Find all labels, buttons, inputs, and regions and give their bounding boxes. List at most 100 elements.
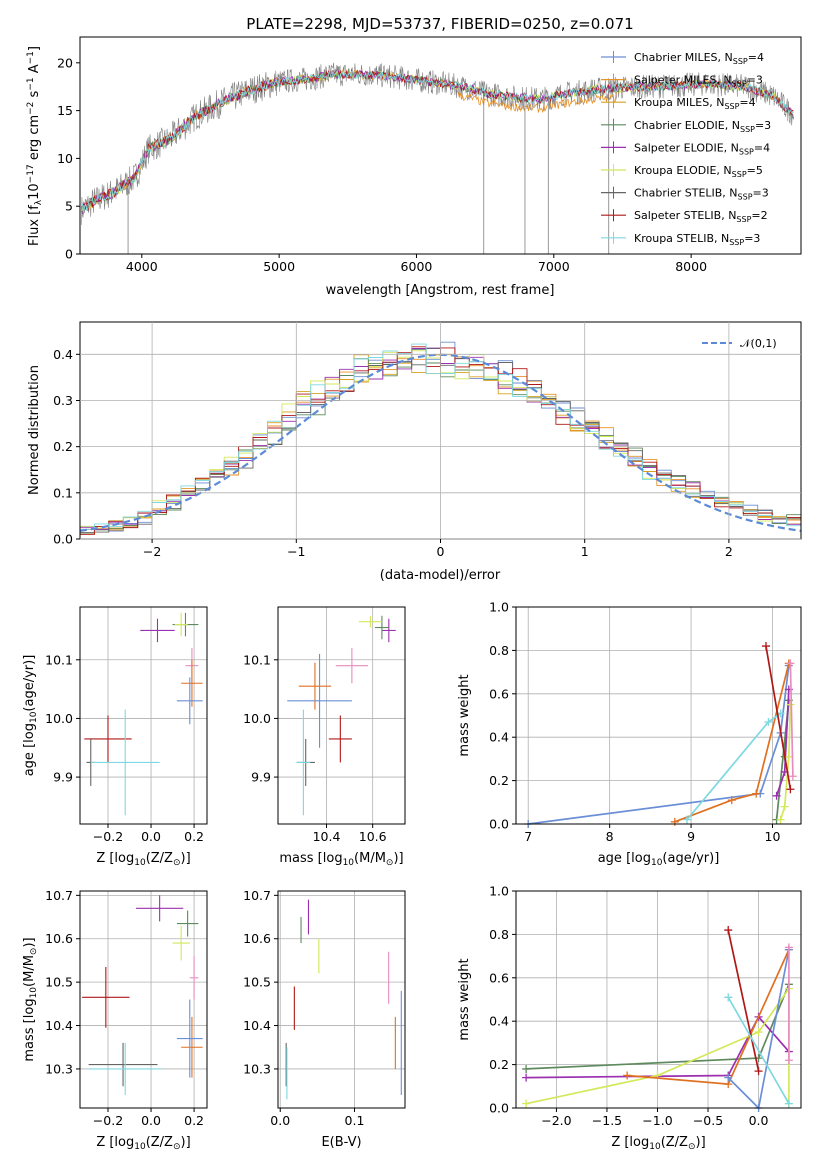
weight-age-x-tick-label: 7 <box>524 829 532 844</box>
age-vs-mass-panel: 10.4 10.6 9.9 10.0 10.1 mass [log10(M/M⊙)] <box>243 606 406 868</box>
weight-z-axes-frame <box>515 890 802 1109</box>
mass-ebv-x-tick-label: 0.1 <box>345 1113 365 1128</box>
weight-age-marker-kroupa_elodie <box>780 802 789 811</box>
age-z-y-tick-label: 10.1 <box>45 652 73 667</box>
spectrum-line-salpeter_elodie <box>81 68 794 214</box>
legend-entry: Chabrier MILES, NSSP=4 <box>634 51 764 66</box>
legend-entry: Salpeter ELODIE, NSSP=4 <box>634 141 770 156</box>
histogram-ticks: −2 −1 0 1 2 0.0 0.1 0.2 0.3 0.4 <box>53 322 801 559</box>
mass-z-points <box>82 895 203 1095</box>
weight-z-y-tick-label: 0.2 <box>489 1057 509 1072</box>
mass-z-y-tick-label: 10.6 <box>45 931 73 946</box>
histogram-y-tick-label: 0.3 <box>53 393 73 408</box>
legend-entry: Chabrier STELIB, NSSP=3 <box>634 187 769 202</box>
mass-vs-metallicity-panel: −0.2 0.0 0.2 10.3 10.4 10.5 10.6 10.7 Z [log10(Z… <box>22 888 208 1152</box>
spectrum-line-kroupa_stelib <box>81 69 794 213</box>
weight-age-marker-orange <box>727 796 736 805</box>
weight-z-x-tick-label: −1.0 <box>642 1113 672 1128</box>
age-z-x-label: Z [log10(Z/Z⊙)] <box>96 851 190 868</box>
mass-z-y-label: mass [log10(M/M⊙)] <box>22 937 39 1061</box>
mass-ebv-y-tick-label: 10.4 <box>243 1018 271 1033</box>
histogram-y-tick-label: 0.1 <box>53 485 73 500</box>
weight-age-marker-pink <box>786 659 795 668</box>
age-mass-points <box>287 615 396 816</box>
weight-z-line-kroupa_stelib <box>727 996 790 1105</box>
spectrum-ticks: 4000 5000 6000 7000 8000 0 5 10 15 20 <box>57 55 707 274</box>
age-z-gridlines <box>80 607 207 824</box>
spectrum-panel: PLATE=2298, MJD=53737, FIBERID=0250, z=0… <box>26 15 802 298</box>
spectrum-x-tick-label: 5000 <box>263 259 295 274</box>
age-z-x-tick-label: −0.2 <box>93 829 123 844</box>
weight-age-line-orange <box>674 663 790 823</box>
histogram-y-tick-label: 0.4 <box>53 347 73 362</box>
weight-vs-metallicity-panel: −2.0 −1.5 −1.0 −0.5 0.0 0.0 0.2 0.4 0.6 0.8 1.0 Z [… <box>457 884 802 1152</box>
weight-z-y-tick-label: 0.4 <box>489 1014 509 1029</box>
weight-z-marker-salpeter_stelib <box>754 1067 763 1076</box>
mass-z-x-tick-label: 0.2 <box>184 1113 204 1128</box>
age-mass-ticks: 10.4 10.6 9.9 10.0 10.1 <box>243 607 405 844</box>
histogram-x-tick-label: 0 <box>437 544 445 559</box>
mass-z-y-tick-label: 10.3 <box>45 1061 73 1076</box>
weight-age-marker-orange <box>670 817 679 826</box>
age-vs-metallicity-panel: −0.2 0.0 0.2 9.9 10.0 10.1 Z [log10(Z/Z⊙)] age … <box>22 606 208 868</box>
weight-z-y-tick-label: 0.6 <box>489 970 509 985</box>
histogram-x-tick-label: −2 <box>143 544 161 559</box>
legend-entry: Chabrier ELODIE, NSSP=3 <box>634 119 771 134</box>
spectrum-y-tick-label: 0 <box>65 247 73 262</box>
weight-z-marker-chabrier_miles <box>724 1073 733 1082</box>
weight-age-line-kroupa_elodie <box>779 704 792 820</box>
histogram-x-tick-label: −1 <box>287 544 305 559</box>
weight-age-marker-salpeter_stelib <box>761 642 770 651</box>
spectrum-axes-frame <box>79 36 802 255</box>
spectrum-lines <box>81 62 795 254</box>
age-mass-x-label: mass [log10(M/M⊙)] <box>279 851 403 868</box>
weight-z-x-tick-label: −2.0 <box>541 1113 571 1128</box>
mass-ebv-axes-frame <box>277 890 406 1109</box>
histogram-x-tick-label: 2 <box>725 544 733 559</box>
mass-z-y-tick-label: 10.7 <box>45 888 73 903</box>
spectrum-x-label: wavelength [Angstrom, rest frame] <box>326 283 555 298</box>
weight-age-y-tick-label: 0.0 <box>489 817 509 832</box>
spectrum-y-tick-label: 20 <box>57 55 73 70</box>
mass-z-y-tick-label: 10.4 <box>45 1018 73 1033</box>
mass-z-ticks: −0.2 0.0 0.2 10.3 10.4 10.5 10.6 10.7 <box>45 888 207 1128</box>
weight-age-marker-salpeter_stelib <box>786 785 795 794</box>
age-z-y-tick-label: 9.9 <box>53 770 73 785</box>
mass-ebv-y-tick-label: 10.5 <box>243 975 271 990</box>
mass-ebv-x-tick-label: 0.0 <box>270 1113 290 1128</box>
age-z-x-tick-label: 0.0 <box>141 829 161 844</box>
weight-age-ticks: 7 8 9 10 0.0 0.2 0.4 0.6 0.8 1.0 <box>489 600 801 844</box>
spectrum-x-tick-label: 8000 <box>675 259 707 274</box>
weight-z-y-tick-label: 0.0 <box>489 1101 509 1116</box>
weight-age-line-salpeter_stelib <box>765 645 792 790</box>
weight-age-gridlines <box>516 606 801 825</box>
weight-z-marker-pink <box>784 943 793 952</box>
weight-age-line-chabrier_miles <box>528 665 790 825</box>
age-mass-x-tick-label: 10.4 <box>313 829 341 844</box>
weight-age-x-tick-label: 9 <box>687 829 695 844</box>
weight-z-marker-pink <box>784 1056 793 1065</box>
spectrum-x-tick-label: 7000 <box>538 259 570 274</box>
weight-age-y-tick-label: 1.0 <box>489 600 509 615</box>
weight-age-marker-pink <box>788 772 797 781</box>
age-mass-gridlines <box>278 607 405 824</box>
weight-age-y-tick-label: 0.8 <box>489 643 509 658</box>
weight-z-x-tick-label: −0.5 <box>693 1113 723 1128</box>
spectrum-x-tick-label: 6000 <box>401 259 433 274</box>
weight-age-axes-frame <box>515 606 802 825</box>
age-mass-x-tick-label: 10.6 <box>359 829 387 844</box>
mass-ebv-y-tick-label: 10.7 <box>243 888 271 903</box>
mass-z-axes-frame <box>79 890 208 1109</box>
spectrum-y-tick-label: 15 <box>57 103 73 118</box>
weight-age-y-tick-label: 0.4 <box>489 730 509 745</box>
legend-entry: Salpeter STELIB, NSSP=2 <box>634 209 768 224</box>
legend-entry: Kroupa ELODIE, NSSP=5 <box>634 164 763 179</box>
spectrum-legend: Chabrier MILES, NSSP=4 Salpeter MILES, NS… <box>601 51 771 247</box>
weight-z-x-label: Z [log10(Z/Z⊙)] <box>611 1135 705 1152</box>
age-z-y-tick-label: 10.0 <box>45 711 73 726</box>
weight-z-x-tick-label: 0.0 <box>749 1113 769 1128</box>
weight-age-marker-kroupa_elodie <box>784 752 793 761</box>
spectrum-x-tick-label: 4000 <box>126 259 158 274</box>
weight-age-marker-salpeter_elodie <box>772 791 781 800</box>
